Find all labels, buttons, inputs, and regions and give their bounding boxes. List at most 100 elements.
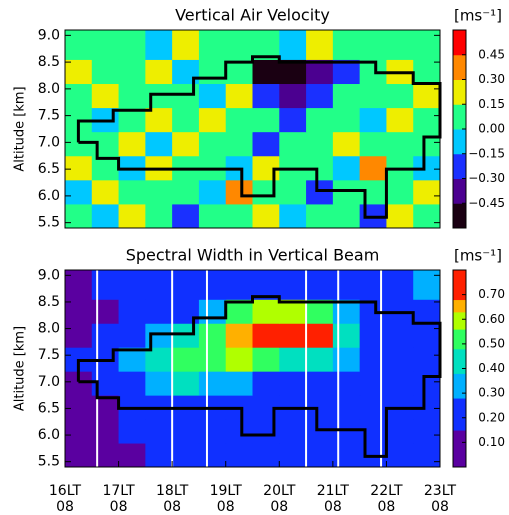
colorbar-tick-label: 0.00 — [478, 122, 505, 136]
heatmap-cell — [172, 179, 200, 205]
heatmap-cell — [279, 30, 307, 60]
heatmap-cell — [198, 270, 227, 300]
heatmap-cell — [65, 299, 93, 324]
heatmap-cell — [225, 419, 253, 444]
colorbar-segment — [453, 153, 466, 179]
heatmap-cell — [145, 443, 173, 468]
heatmap-cell — [225, 203, 253, 229]
heatmap-cell — [172, 59, 200, 85]
heatmap-cell — [413, 419, 441, 444]
heatmap-cell — [65, 419, 93, 444]
heatmap-cell — [118, 203, 146, 229]
heatmap-cell — [118, 299, 146, 324]
heatmap-cell — [386, 203, 414, 229]
heatmap-cell — [145, 131, 173, 157]
heatmap-cell — [225, 347, 253, 372]
heatmap-cell — [91, 179, 120, 205]
y-tick-label: 7.0 — [38, 134, 60, 150]
colorbar-tick-label: 0.10 — [478, 435, 505, 449]
heatmap-cell — [279, 131, 307, 157]
heatmap-cell — [413, 203, 441, 229]
heatmap-cell — [413, 371, 441, 396]
y-tick-label: 8.5 — [38, 294, 60, 310]
heatmap-cell — [65, 179, 93, 205]
colorbar-segment — [453, 299, 466, 313]
heatmap-cell — [118, 323, 146, 348]
heatmap-cell — [65, 59, 93, 85]
heatmap-cell — [413, 179, 441, 205]
heatmap-cell — [198, 30, 227, 60]
heatmap-cell — [172, 323, 200, 348]
heatmap-cell — [332, 131, 361, 157]
heatmap-cell — [279, 179, 307, 205]
heatmap-cell — [359, 107, 387, 133]
colorbar-segment — [453, 129, 466, 155]
heatmap-cell — [172, 30, 200, 60]
heatmap-cell — [306, 323, 334, 348]
heatmap-cell — [306, 179, 334, 205]
heatmap-cell — [413, 299, 441, 324]
heatmap-cell — [359, 30, 387, 60]
heatmap-cell — [225, 443, 253, 468]
heatmap-cell — [65, 30, 93, 60]
y-axis-label: Altitude [km] — [13, 326, 28, 411]
heatmap-cell — [332, 443, 361, 468]
x-tick-label: 19LT 08 — [210, 483, 243, 515]
colorbar-segment — [453, 104, 466, 130]
heatmap-cell — [332, 395, 361, 420]
colorbar-tick-label: 0.40 — [478, 361, 505, 375]
heatmap-cell — [172, 131, 200, 157]
heatmap-cell — [172, 83, 200, 109]
heatmap-cell — [198, 299, 227, 324]
heatmap-cell — [198, 131, 227, 157]
heatmap-cell — [332, 83, 361, 109]
heatmap-cell — [198, 323, 227, 348]
colorbar-segment — [453, 54, 466, 80]
heatmap-cell — [252, 179, 280, 205]
heatmap-cell — [91, 419, 120, 444]
heatmap-cell — [413, 83, 441, 109]
heatmap-cell — [413, 347, 441, 372]
colorbar-tick-label: 0.45 — [478, 47, 505, 61]
heatmap-cell — [359, 395, 387, 420]
heatmap-cell — [172, 347, 200, 372]
y-tick-label: 8.5 — [38, 54, 60, 70]
y-tick-label: 8.0 — [38, 321, 60, 337]
heatmap-cell — [172, 419, 200, 444]
y-tick-label: 6.0 — [38, 427, 60, 443]
colorbar-tick-label: 0.60 — [478, 312, 505, 326]
heatmap-cell — [118, 419, 146, 444]
heatmap-cell — [386, 347, 414, 372]
chart-title: Vertical Air Velocity — [175, 6, 330, 25]
heatmap-cell — [145, 30, 173, 60]
heatmap-cell — [145, 371, 173, 396]
heatmap-cell — [252, 59, 280, 85]
heatmap-cell — [279, 443, 307, 468]
heatmap-cell — [91, 203, 120, 229]
heatmap-cell — [279, 270, 307, 300]
colorbar-tick-label: −0.45 — [468, 196, 505, 210]
chart-title: Spectral Width in Vertical Beam — [126, 246, 380, 265]
heatmap-cell — [118, 30, 146, 60]
heatmap-cell — [198, 443, 227, 468]
x-tick-label: 20LT 08 — [263, 483, 296, 515]
heatmap-cell — [279, 83, 307, 109]
heatmap-cell — [225, 270, 253, 300]
heatmap-cell — [413, 323, 441, 348]
heatmap-cell — [91, 30, 120, 60]
heatmap-cell — [252, 107, 280, 133]
colorbar-segment — [453, 178, 466, 204]
heatmap-cell — [65, 155, 93, 181]
heatmap-cell — [359, 371, 387, 396]
heatmap-cell — [118, 83, 146, 109]
y-tick-label: 8.0 — [38, 81, 60, 97]
colorbar-tick-label: 0.15 — [478, 97, 505, 111]
heatmap-cell — [225, 131, 253, 157]
heatmap-cell — [65, 395, 93, 420]
heatmap-cell — [332, 347, 361, 372]
colorbar-segment — [453, 30, 466, 56]
heatmap-cell — [279, 347, 307, 372]
heatmap-cell — [225, 30, 253, 60]
plot-frame — [64, 269, 441, 468]
heatmap-cell — [359, 83, 387, 109]
